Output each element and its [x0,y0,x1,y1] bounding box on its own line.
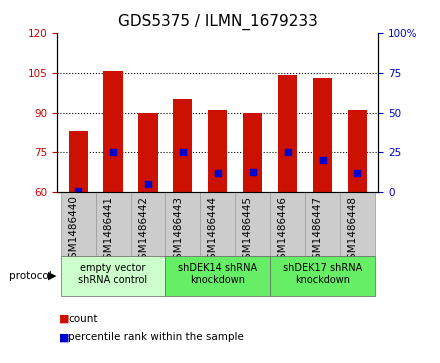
Bar [165,256,270,296]
Text: GSM1486447: GSM1486447 [312,196,323,266]
Bar [348,110,367,192]
Text: ■: ■ [59,332,70,342]
Point [144,182,151,187]
Bar [131,192,165,256]
Bar [61,192,95,256]
Bar [69,131,88,192]
Bar [165,192,200,256]
Text: shDEK17 shRNA
knockdown: shDEK17 shRNA knockdown [283,263,362,285]
Text: GSM1486441: GSM1486441 [103,196,113,266]
Bar [173,99,192,192]
Bar [95,192,131,256]
Bar [270,192,305,256]
Point [180,150,187,155]
Text: ■: ■ [59,314,70,324]
Bar [208,110,227,192]
Text: ▶: ▶ [48,271,57,281]
Text: shDEK14 shRNA
knockdown: shDEK14 shRNA knockdown [178,263,257,285]
Text: GSM1486448: GSM1486448 [348,196,357,266]
Bar [138,113,158,192]
Text: GSM1486443: GSM1486443 [173,196,183,266]
Bar [200,192,235,256]
Bar [235,192,270,256]
Point [75,188,82,194]
Bar [243,113,262,192]
Title: GDS5375 / ILMN_1679233: GDS5375 / ILMN_1679233 [118,14,318,30]
Bar [313,78,332,192]
Text: count: count [68,314,98,324]
Text: percentile rank within the sample: percentile rank within the sample [68,332,244,342]
Text: GSM1486442: GSM1486442 [138,196,148,266]
Text: GSM1486446: GSM1486446 [278,196,288,266]
Point [319,158,326,163]
Text: GSM1486445: GSM1486445 [243,196,253,266]
Point [284,150,291,155]
Text: GSM1486440: GSM1486440 [68,196,78,265]
Bar [278,75,297,192]
Bar [305,192,340,256]
Text: empty vector
shRNA control: empty vector shRNA control [78,263,148,285]
Text: GSM1486444: GSM1486444 [208,196,218,266]
Bar [270,256,375,296]
Text: protocol: protocol [9,271,51,281]
Bar [340,192,375,256]
Point [354,170,361,176]
Bar [61,256,165,296]
Point [214,170,221,176]
Point [110,150,117,155]
Bar [103,71,123,192]
Point [249,169,256,175]
